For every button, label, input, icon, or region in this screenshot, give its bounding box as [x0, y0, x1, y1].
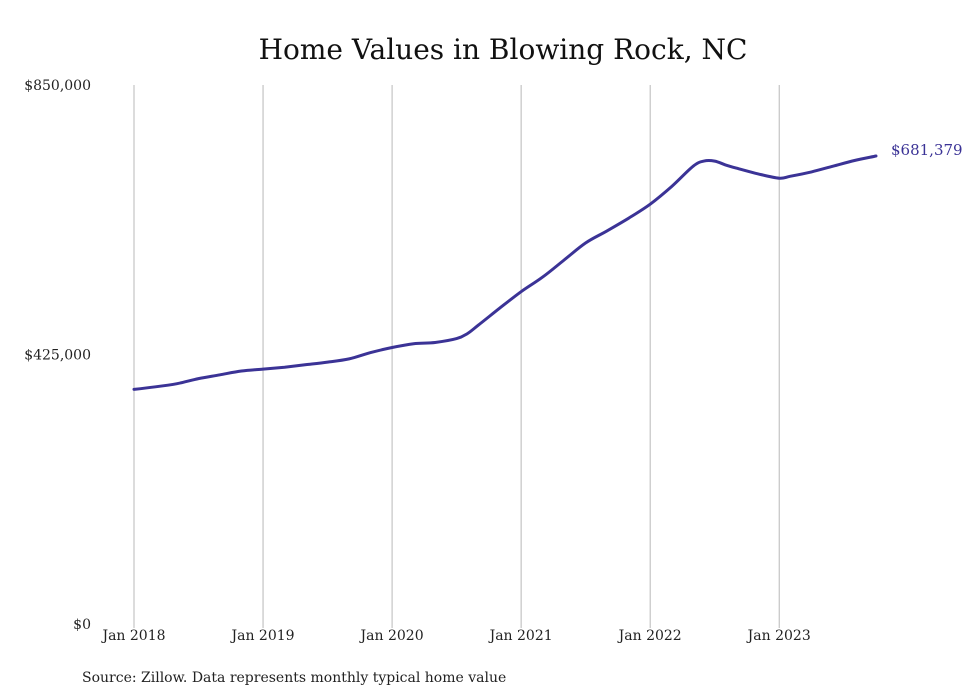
x-tick-label: Jan 2019: [230, 628, 295, 644]
source-note: Source: Zillow. Data represents monthly …: [82, 670, 506, 686]
gridlines: [133, 85, 780, 628]
series-layer: $681,379: [132, 141, 963, 391]
chart-title: Home Values in Blowing Rock, NC: [259, 33, 748, 66]
x-tick-label: Jan 2020: [359, 628, 424, 644]
x-tick-label: Jan 2018: [100, 628, 165, 644]
y-tick-label: $850,000: [24, 78, 91, 94]
x-axis: Jan 2018 Jan 2019 Jan 2020 Jan 2021 Jan 2022…: [100, 628, 810, 644]
y-tick-label: $425,000: [24, 348, 91, 364]
series-line: [132, 154, 878, 391]
x-tick-label: Jan 2021: [488, 628, 553, 644]
y-tick-label: $0: [73, 617, 91, 633]
y-axis: $0 $425,000 $850,000: [24, 78, 91, 633]
x-tick-label: Jan 2023: [746, 628, 811, 644]
x-tick-label: Jan 2022: [617, 628, 682, 644]
end-value-label: $681,379: [891, 141, 963, 159]
